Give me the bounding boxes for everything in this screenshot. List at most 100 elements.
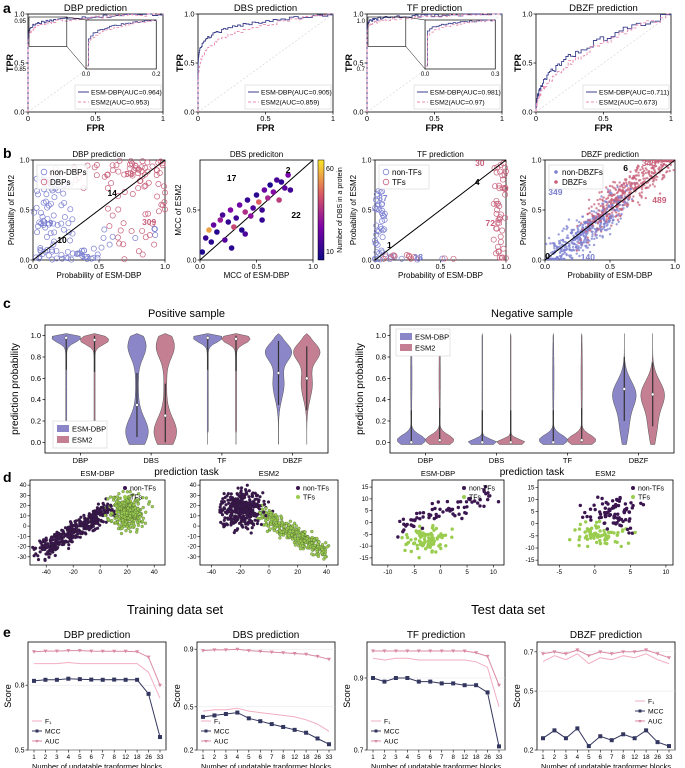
scatter-4-point [580, 241, 583, 244]
scatter-3-point [496, 203, 503, 210]
scatter-4-point [629, 184, 632, 188]
tsne-1-title: ESM-DBP [80, 469, 114, 478]
scatter-4-point [582, 235, 586, 238]
scatter-1-point [84, 255, 91, 262]
scatter-2-point [227, 207, 234, 213]
roc-3-inset-xtick-label: 0.3 [491, 72, 500, 78]
scatter-1-point [93, 172, 100, 179]
tsne-2-point [236, 507, 240, 511]
tsne-3-point [467, 497, 471, 501]
scatter-4-point [562, 252, 565, 255]
line-2-legend-label: MCC [214, 729, 230, 736]
scatter-4-point [605, 214, 609, 218]
scatter-1-point [135, 248, 142, 255]
tsne-2-point [235, 510, 239, 514]
line-3-series-line-f1 [372, 657, 500, 707]
tsne-2-point [238, 502, 242, 506]
scatter-4-point [587, 198, 591, 201]
tsne-2-point [232, 500, 236, 504]
tsne-1-point [79, 515, 83, 519]
scatter-2-xtick-label: 0.5 [252, 264, 262, 271]
scatter-3-point [374, 198, 381, 205]
tsne-3-point [473, 499, 477, 503]
line-4-ytick-label: 0.2 [524, 748, 534, 755]
line-2-marker-mcc [246, 716, 251, 721]
scatter-1-point [109, 233, 116, 240]
tsne-4-point [630, 506, 634, 510]
tsne-1-point [54, 542, 58, 546]
line-1-xtick-label: 7 [101, 754, 105, 761]
tsne-3-point [460, 516, 464, 521]
line-3-marker-auc [474, 651, 479, 655]
scatter-3-point [373, 239, 379, 246]
scatter-1-point [129, 191, 136, 197]
scatter-3-point [493, 210, 500, 217]
tsne-1-point [91, 524, 95, 528]
scatter-1-point [154, 167, 160, 174]
tsne-1-point [47, 555, 51, 559]
line-1-ytick-label: 0.5 [15, 748, 25, 755]
scatter-4-point [621, 200, 625, 204]
tsne-1-point [127, 526, 131, 531]
tsne-3-point [476, 501, 480, 505]
tsne-2-point [303, 539, 307, 543]
scatter-4-point [583, 241, 586, 244]
tsne-2-point [266, 500, 271, 504]
tsne-2-ytick-label: -10 [188, 533, 198, 540]
tsne-4-point [586, 544, 590, 549]
scatter-4-point [649, 159, 652, 163]
tsne-1-point [60, 542, 65, 547]
line-3-marker-mcc [439, 681, 444, 686]
tsne-3-point [396, 535, 400, 539]
tsne-3-point [434, 512, 438, 517]
line-2-xtick-label: 1 [201, 754, 205, 761]
scatter-4-point [579, 223, 582, 227]
roc-2-xtick-label: 0 [196, 114, 200, 123]
scatter-1-annotation: 10 [57, 235, 67, 245]
scatter-1-point [135, 185, 142, 192]
scatter-4-point [576, 240, 579, 243]
tsne-3-point [470, 500, 474, 504]
tsne-1-point [68, 539, 73, 543]
scatter-3-xlabel: Probability of ESM-DBP [398, 271, 483, 280]
panel-label-d: d [3, 469, 12, 485]
tsne-2-point [230, 519, 234, 524]
line-1-xtick-label: 33 [157, 754, 164, 761]
tsne-3-point [402, 528, 406, 532]
tsne-4-point [588, 533, 593, 538]
scatter-4-point [606, 223, 609, 226]
tsne-4-point [623, 502, 628, 506]
roc-3-legend-label: ESM-DBP(AUC=0.981) [430, 90, 501, 97]
scatter-1-point [149, 220, 156, 227]
scatter-4-point [652, 172, 656, 175]
line-3-xtick-label: 8 [451, 754, 455, 761]
roc-1-zoom-connector [66, 46, 87, 70]
tsne-1-point [50, 549, 54, 554]
roc-4-legend-label: ESM2(AUC=0.673) [599, 100, 657, 107]
tsne-2-point [239, 509, 243, 513]
scatter-4-point [640, 194, 643, 198]
scatter-1-point [120, 241, 127, 248]
scatter-4-point [557, 233, 560, 236]
scatter-3-ytick-label: 0.0 [362, 258, 372, 265]
line-1-xtick-label: 12 [122, 754, 129, 761]
roc-3-inset-frame [424, 19, 496, 70]
tsne-4-point [578, 535, 582, 539]
line-2-marker-auc [246, 649, 251, 653]
roc-3-zoom-connector [405, 46, 426, 70]
scatter-4-point [602, 215, 605, 218]
scatter-4-point [566, 226, 569, 229]
line-2-ytick-label: 0.5 [184, 704, 194, 711]
tsne-3-point [457, 512, 461, 516]
scatter-4-point [588, 243, 591, 247]
line-3-marker-auc [439, 649, 444, 653]
violin-2-ytick-label: 0.0 [376, 438, 386, 447]
scatter-1-point [40, 218, 47, 224]
tsne-1-xtick-label: -40 [42, 569, 52, 576]
tsne-1-point [136, 507, 140, 511]
scatter-4-point [581, 228, 584, 231]
tsne-1-point [128, 529, 132, 534]
section-title-test: Test data set [471, 602, 545, 617]
line-3-marker-mcc [474, 683, 479, 688]
violin-2-ylabel: prediction probability [355, 343, 366, 435]
